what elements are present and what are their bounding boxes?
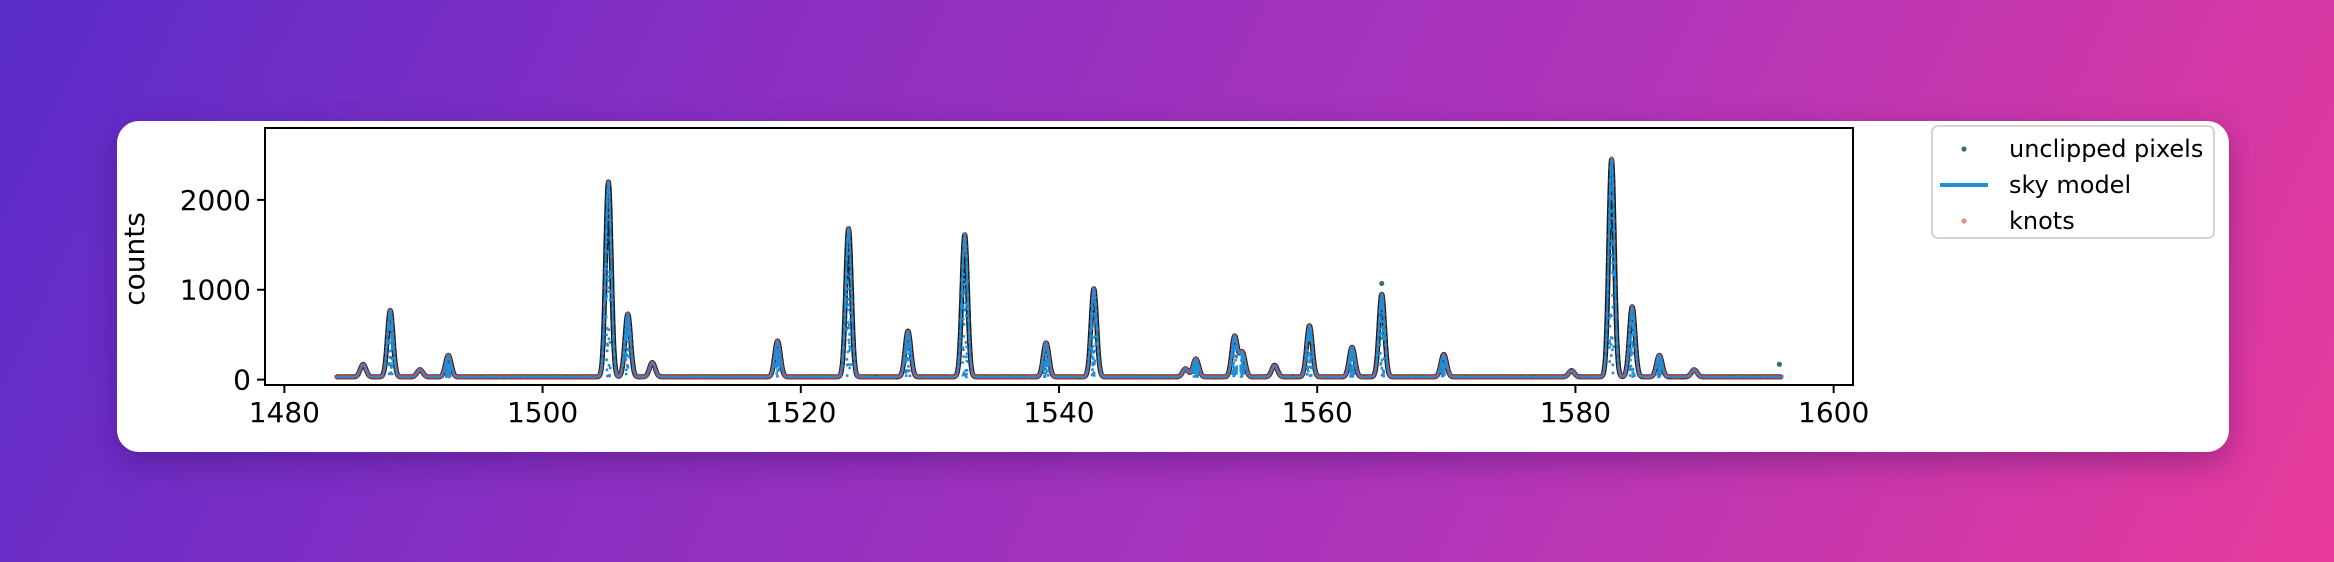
legend-item-knots: knots: [1961, 207, 2075, 235]
outlier-point-1: [1776, 361, 1783, 367]
knot-points: [334, 158, 1783, 379]
x-tick-label-1500: 1500: [507, 396, 578, 429]
legend-item-unclipped-pixels: unclipped pixels: [1961, 135, 2203, 163]
x-tick-label-1540: 1540: [1023, 396, 1094, 429]
legend-swatch: [1961, 218, 1967, 224]
legend-label: unclipped pixels: [2009, 135, 2203, 163]
pixel-points: [334, 156, 1784, 379]
chart-card: 1480 1500 1520 1540 1560 1580 1600 0 1000 2000 co…: [117, 121, 2229, 452]
outlier-point-0: [1379, 280, 1385, 287]
sky-model-samples: [386, 163, 1663, 379]
series-knots: [334, 158, 1783, 379]
x-tick-label-1520: 1520: [765, 396, 836, 429]
sky-spectrum-chart: 1480 1500 1520 1540 1560 1580 1600 0 1000 2000 co…: [118, 125, 2215, 429]
y-axis-label: counts: [118, 212, 151, 306]
series-sky-model: [336, 156, 1782, 378]
x-tick-label-1480: 1480: [249, 396, 320, 429]
model-envelope: [333, 157, 1785, 380]
legend-item-sky-model: sky model: [1940, 171, 2131, 199]
legend: unclipped pixels sky model knots: [1931, 125, 2215, 239]
x-tick-label-1560: 1560: [1282, 396, 1353, 429]
y-tick-label-1000: 1000: [180, 274, 251, 307]
legend-swatch: [1961, 146, 1967, 152]
axes: 1480 1500 1520 1540 1560 1580 1600 0 1000 2000: [180, 127, 1869, 429]
x-tick-label-1600: 1600: [1798, 396, 1869, 429]
y-tick-label-0: 0: [233, 364, 251, 397]
y-tick-label-2000: 2000: [180, 184, 251, 217]
legend-box: [1931, 125, 2215, 239]
x-tick-label-1580: 1580: [1540, 396, 1611, 429]
legend-label: knots: [2009, 207, 2075, 235]
series-unclipped-pixels: [334, 156, 1784, 379]
plot-area: [333, 156, 1785, 380]
legend-label: sky model: [2009, 171, 2131, 199]
